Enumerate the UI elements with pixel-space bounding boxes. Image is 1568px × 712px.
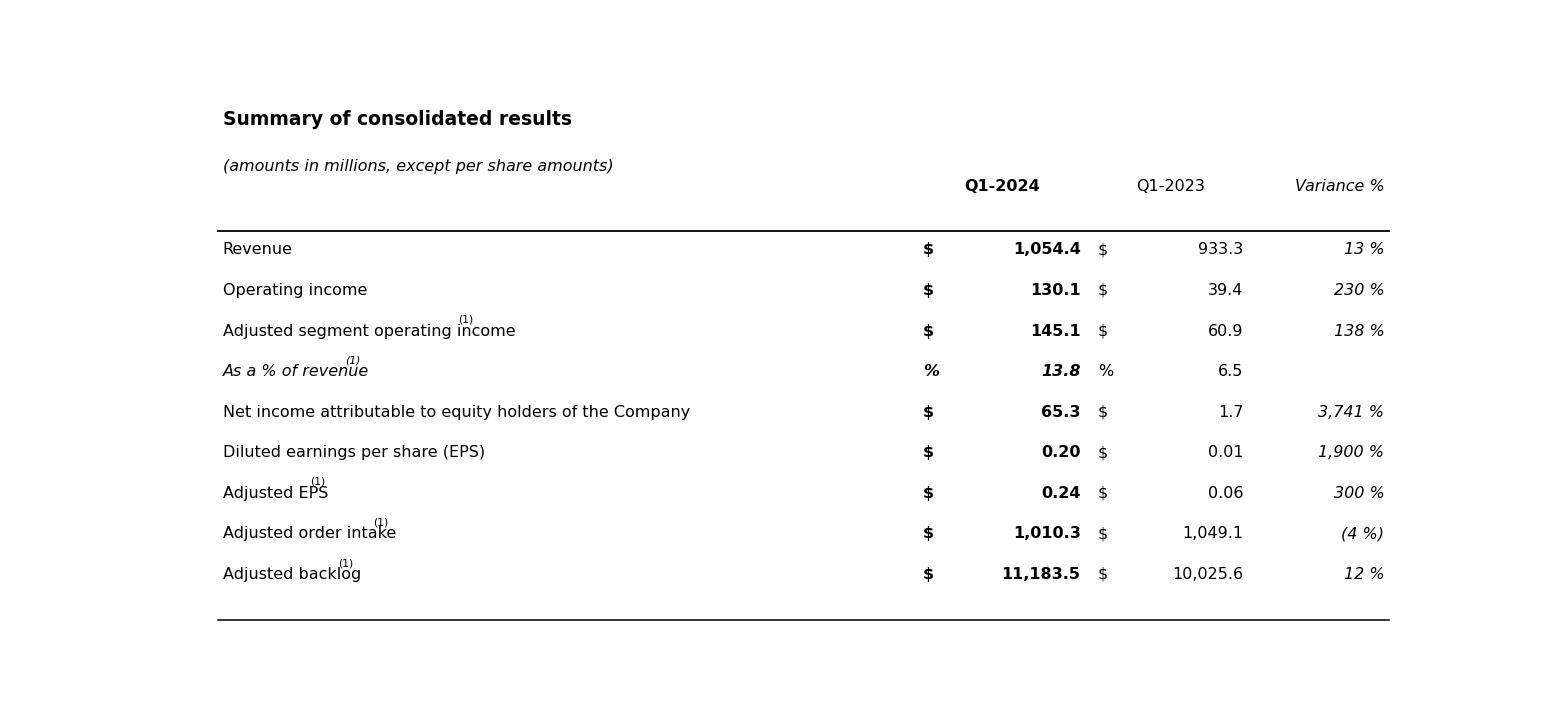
- Text: Variance %: Variance %: [1295, 179, 1385, 194]
- Text: 11,183.5: 11,183.5: [1002, 567, 1080, 582]
- Text: Diluted earnings per share (EPS): Diluted earnings per share (EPS): [223, 445, 485, 460]
- Text: 138 %: 138 %: [1334, 323, 1385, 338]
- Text: 0.20: 0.20: [1041, 445, 1080, 460]
- Text: $: $: [922, 486, 935, 501]
- Text: $: $: [922, 242, 935, 258]
- Text: 65.3: 65.3: [1041, 404, 1080, 419]
- Text: $: $: [1098, 404, 1109, 419]
- Text: 13 %: 13 %: [1344, 242, 1385, 258]
- Text: 1,010.3: 1,010.3: [1013, 526, 1080, 541]
- Text: $: $: [1098, 445, 1109, 460]
- Text: Adjusted EPS: Adjusted EPS: [223, 486, 328, 501]
- Text: 230 %: 230 %: [1334, 283, 1385, 298]
- Text: (1): (1): [458, 315, 474, 325]
- Text: 145.1: 145.1: [1030, 323, 1080, 338]
- Text: $: $: [1098, 526, 1109, 541]
- Text: $: $: [1098, 283, 1109, 298]
- Text: 933.3: 933.3: [1198, 242, 1243, 258]
- Text: $: $: [922, 526, 935, 541]
- Text: (1): (1): [310, 477, 325, 487]
- Text: $: $: [1098, 242, 1109, 258]
- Text: (4 %): (4 %): [1342, 526, 1385, 541]
- Text: (1): (1): [373, 518, 389, 528]
- Text: %: %: [1098, 364, 1113, 379]
- Text: 1.7: 1.7: [1218, 404, 1243, 419]
- Text: $: $: [922, 445, 935, 460]
- Text: 130.1: 130.1: [1030, 283, 1080, 298]
- Text: 10,025.6: 10,025.6: [1173, 567, 1243, 582]
- Text: Revenue: Revenue: [223, 242, 293, 258]
- Text: (amounts in millions, except per share amounts): (amounts in millions, except per share a…: [223, 159, 613, 174]
- Text: Adjusted segment operating income: Adjusted segment operating income: [223, 323, 516, 338]
- Text: $: $: [922, 323, 935, 338]
- Text: Net income attributable to equity holders of the Company: Net income attributable to equity holder…: [223, 404, 690, 419]
- Text: 300 %: 300 %: [1334, 486, 1385, 501]
- Text: Adjusted backlog: Adjusted backlog: [223, 567, 361, 582]
- Text: Adjusted order intake: Adjusted order intake: [223, 526, 397, 541]
- Text: 1,900 %: 1,900 %: [1319, 445, 1385, 460]
- Text: 12 %: 12 %: [1344, 567, 1385, 582]
- Text: $: $: [922, 283, 935, 298]
- Text: 3,741 %: 3,741 %: [1319, 404, 1385, 419]
- Text: %: %: [922, 364, 939, 379]
- Text: 6.5: 6.5: [1218, 364, 1243, 379]
- Text: $: $: [922, 567, 935, 582]
- Text: 60.9: 60.9: [1207, 323, 1243, 338]
- Text: 39.4: 39.4: [1207, 283, 1243, 298]
- Text: $: $: [1098, 323, 1109, 338]
- Text: (1): (1): [339, 558, 353, 568]
- Text: Q1-2023: Q1-2023: [1137, 179, 1206, 194]
- Text: $: $: [922, 404, 935, 419]
- Text: Operating income: Operating income: [223, 283, 367, 298]
- Text: 1,054.4: 1,054.4: [1013, 242, 1080, 258]
- Text: $: $: [1098, 567, 1109, 582]
- Text: As a % of revenue: As a % of revenue: [223, 364, 368, 379]
- Text: 0.06: 0.06: [1207, 486, 1243, 501]
- Text: Summary of consolidated results: Summary of consolidated results: [223, 110, 572, 129]
- Text: $: $: [1098, 486, 1109, 501]
- Text: (1): (1): [345, 355, 361, 365]
- Text: 0.01: 0.01: [1207, 445, 1243, 460]
- Text: 13.8: 13.8: [1041, 364, 1080, 379]
- Text: Q1-2024: Q1-2024: [964, 179, 1040, 194]
- Text: 1,049.1: 1,049.1: [1182, 526, 1243, 541]
- Text: 0.24: 0.24: [1041, 486, 1080, 501]
